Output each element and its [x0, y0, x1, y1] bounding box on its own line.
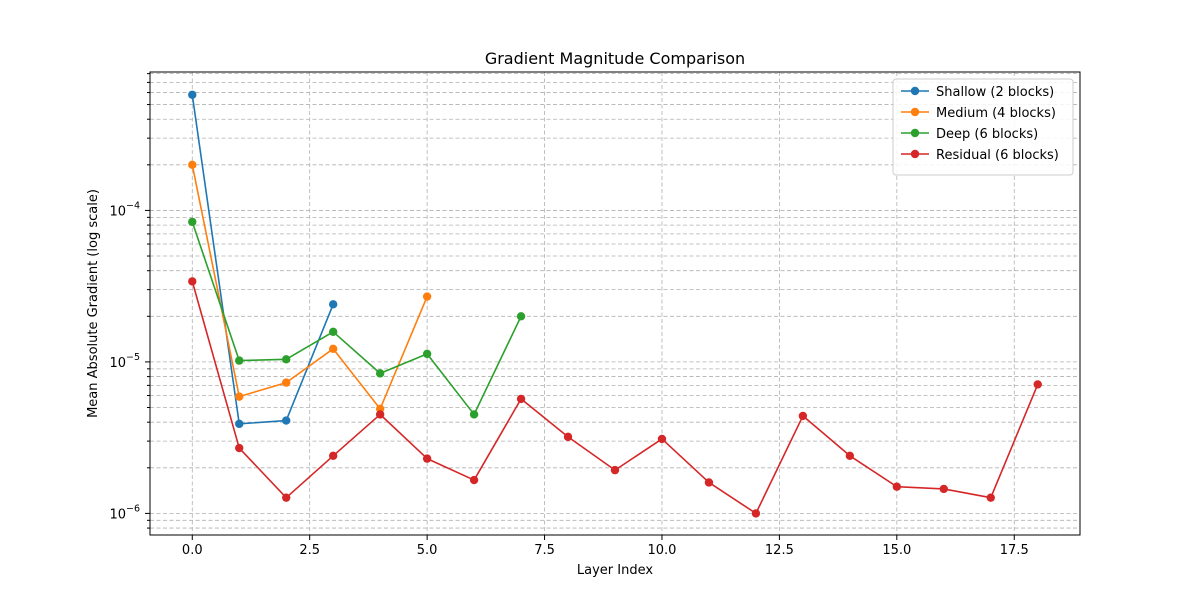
x-tick-label: 7.5 [534, 543, 555, 558]
data-point [282, 493, 291, 502]
data-point [282, 416, 291, 425]
data-point [328, 451, 338, 460]
chart-title: Gradient Magnitude Comparison [485, 49, 745, 68]
data-point [422, 292, 432, 301]
data-point [328, 327, 338, 337]
data-point [188, 160, 197, 170]
data-point [657, 434, 667, 444]
y-tick-label: 10−5 [109, 352, 140, 371]
legend: Shallow (2 blocks) Medium (4 blocks) Deep … [892, 78, 1074, 176]
data-point [845, 451, 855, 460]
data-point [469, 410, 479, 419]
data-point [328, 300, 338, 309]
data-point [282, 378, 291, 387]
axes: 0.0 2.5 5.0 7.5 10.0 12.5 15.0 17.5 10−6 10−5 10−4 [109, 73, 1029, 558]
legend-label: Residual (6 blocks) [936, 148, 1059, 163]
series-residual [188, 277, 1042, 518]
y-tick-label: 10−4 [109, 200, 140, 219]
data-point [751, 509, 761, 518]
legend-marker [910, 149, 920, 159]
data-point [375, 410, 385, 419]
data-point [1033, 380, 1042, 389]
data-point [422, 454, 432, 463]
data-point [235, 419, 244, 429]
y-axis-label: Mean Absolute Gradient (log scale) [86, 189, 101, 418]
x-axis-label: Layer Index [577, 563, 653, 578]
y-tick-label: 10−6 [109, 503, 140, 522]
data-point [516, 394, 526, 404]
data-point [235, 443, 244, 453]
data-point [235, 392, 244, 401]
series-line [191, 94, 334, 425]
legend-item: Shallow (2 blocks) [901, 85, 1054, 100]
data-point [469, 475, 479, 485]
series-line [191, 164, 428, 410]
series-medium [188, 160, 432, 414]
data-point [798, 411, 808, 421]
data-point [235, 356, 244, 365]
series-line [191, 221, 522, 416]
legend-label: Deep (6 blocks) [936, 127, 1038, 142]
x-tick-label: 0.0 [182, 543, 203, 558]
series-deep [188, 217, 526, 419]
data-point [188, 217, 197, 227]
data-point [375, 369, 385, 378]
data-point [282, 355, 291, 364]
x-tick-label: 10.0 [647, 543, 676, 558]
legend-marker [910, 128, 920, 138]
x-tick-label: 15.0 [882, 543, 911, 558]
data-point [328, 344, 338, 354]
data-point [610, 465, 620, 475]
data-point [939, 484, 948, 494]
data-point [704, 478, 714, 487]
data-point [422, 349, 432, 359]
x-tick-label: 12.5 [765, 543, 794, 558]
legend-label: Shallow (2 blocks) [936, 85, 1054, 100]
legend-item: Deep (6 blocks) [901, 127, 1038, 142]
series-shallow [188, 90, 338, 429]
legend-marker [910, 86, 920, 96]
data-point [563, 432, 573, 442]
data-point [986, 493, 995, 502]
data-point [892, 482, 902, 491]
legend-marker [910, 107, 920, 117]
legend-box [892, 78, 1074, 176]
data-point [516, 312, 526, 321]
legend-item: Medium (4 blocks) [901, 106, 1056, 121]
x-tick-label: 2.5 [299, 543, 320, 558]
legend-label: Medium (4 blocks) [936, 106, 1056, 121]
series-group [188, 90, 1042, 518]
plot-frame [149, 71, 1081, 536]
data-point [188, 277, 197, 286]
legend-item: Residual (6 blocks) [901, 148, 1059, 163]
x-tick-label: 17.5 [1000, 543, 1029, 558]
data-point [188, 90, 197, 99]
x-tick-label: 5.0 [417, 543, 438, 558]
